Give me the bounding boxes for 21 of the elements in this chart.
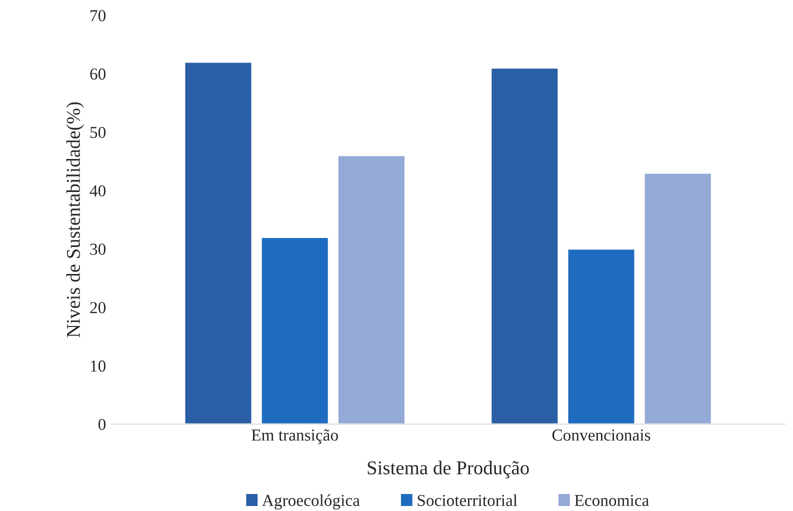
x-axis-title: Sistema de Produção <box>368 460 529 478</box>
x-tick-label: Convencionais <box>552 430 650 441</box>
bar <box>337 154 406 424</box>
legend-label: Agroecológica <box>262 494 360 510</box>
bar <box>643 172 712 424</box>
legend-label: Socioterritorial <box>418 494 518 506</box>
x-tick-label: Em transição <box>252 429 338 444</box>
y-tick-label: 30 <box>90 244 106 255</box>
y-tick-label: 60 <box>90 68 106 80</box>
bar <box>184 61 253 424</box>
y-tick-label: 50 <box>90 126 106 138</box>
legend-label: Economica <box>574 494 649 506</box>
bar <box>260 236 330 424</box>
y-tick-label: 70 <box>90 10 106 22</box>
bar <box>490 67 560 424</box>
y-axis-title: Niveis de Sustentabilidade(%) <box>66 102 84 338</box>
y-tick-label: 20 <box>90 302 106 314</box>
y-tick-label: 40 <box>90 185 106 196</box>
y-tick-label: 10 <box>90 360 106 372</box>
y-tick-label: 0 <box>98 418 106 430</box>
bar <box>566 248 636 424</box>
